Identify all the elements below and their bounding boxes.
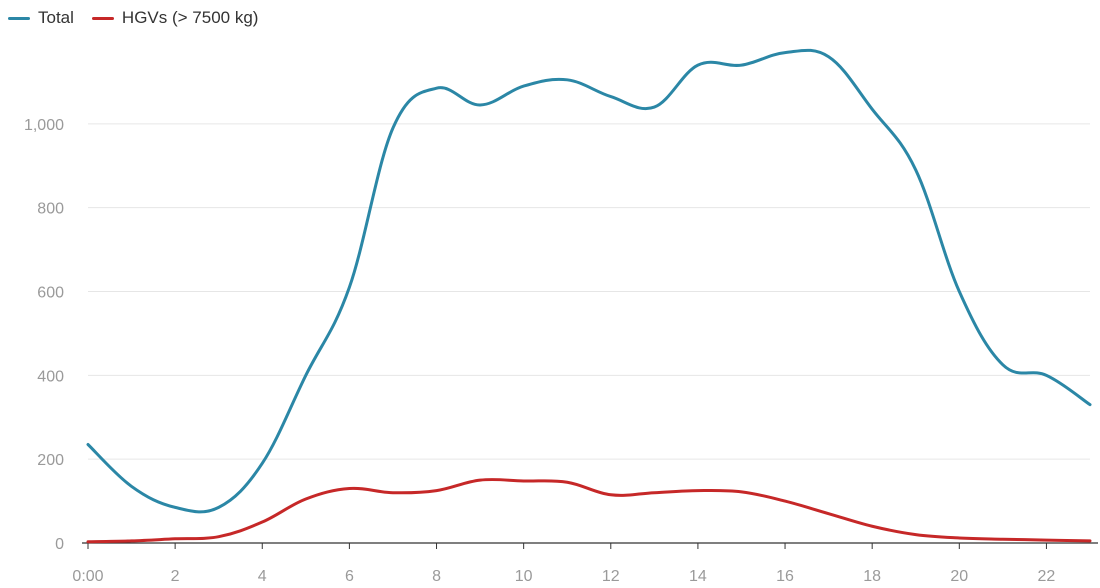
legend: Total HGVs (> 7500 kg) [8, 8, 258, 28]
x-tick-label-4: 4 [258, 568, 267, 585]
x-tick-label-0: 0:00 [72, 568, 103, 585]
legend-item-hgvs[interactable]: HGVs (> 7500 kg) [91, 8, 259, 28]
x-tick-label-16: 16 [776, 568, 794, 585]
legend-swatch-total [8, 16, 30, 20]
y-tick-label-600: 600 [37, 285, 64, 302]
legend-label-hgvs: HGVs (> 7500 kg) [121, 8, 259, 27]
x-tick-label-12: 12 [602, 568, 620, 585]
y-tick-label-1000: 1,000 [24, 117, 64, 134]
x-tick-label-10: 10 [515, 568, 533, 585]
x-tick-label-8: 8 [432, 568, 441, 585]
series-line-total [86, 48, 1092, 514]
y-tick-label-0: 0 [55, 536, 64, 553]
x-tick-label-6: 6 [345, 568, 354, 585]
legend-label-total: Total [38, 8, 74, 27]
x-tick-label-2: 2 [171, 568, 180, 585]
x-tick-label-20: 20 [950, 568, 968, 585]
x-tick-label-14: 14 [689, 568, 707, 585]
y-tick-label-400: 400 [37, 368, 64, 385]
x-tick-label-18: 18 [863, 568, 881, 585]
legend-swatch-hgvs [91, 16, 114, 20]
series-line-hgvs [86, 477, 1092, 544]
y-tick-label-200: 200 [37, 452, 64, 469]
y-tick-label-800: 800 [37, 201, 64, 218]
legend-item-total[interactable]: Total [8, 8, 74, 28]
x-tick-label-22: 22 [1038, 568, 1056, 585]
